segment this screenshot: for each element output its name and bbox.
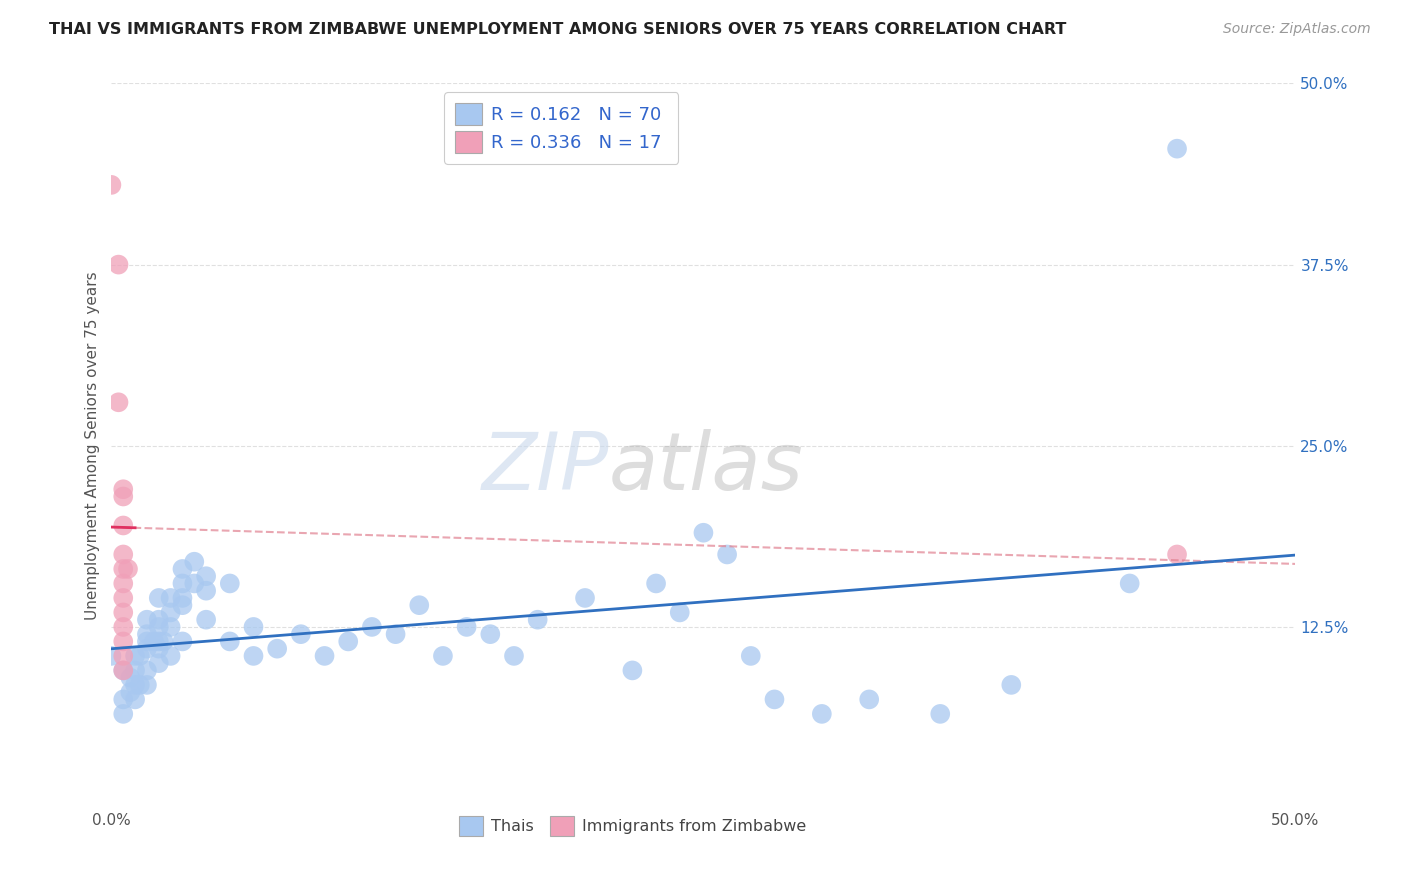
Point [124, 678, 146, 692]
Point [266, 641, 288, 656]
Point [136, 634, 159, 648]
Point [183, 555, 205, 569]
Point [120, 671, 142, 685]
Point [148, 641, 170, 656]
Point [740, 648, 762, 663]
Point [112, 634, 135, 648]
Point [159, 648, 181, 663]
Point [526, 613, 548, 627]
Point [136, 678, 159, 692]
Point [159, 591, 181, 605]
Point [100, 648, 122, 663]
Point [811, 706, 834, 721]
Point [128, 678, 150, 692]
Text: THAI VS IMMIGRANTS FROM ZIMBABWE UNEMPLOYMENT AMONG SENIORS OVER 75 YEARS CORREL: THAI VS IMMIGRANTS FROM ZIMBABWE UNEMPLO… [49, 22, 1067, 37]
Point [112, 706, 135, 721]
Point [645, 576, 668, 591]
Point [314, 648, 336, 663]
Point [1000, 678, 1022, 692]
Point [136, 627, 159, 641]
Point [148, 613, 170, 627]
Point [159, 620, 181, 634]
Point [1166, 548, 1188, 562]
Point [218, 576, 240, 591]
Point [136, 664, 159, 678]
Y-axis label: Unemployment Among Seniors over 75 years: Unemployment Among Seniors over 75 years [86, 271, 100, 620]
Point [195, 613, 218, 627]
Point [112, 562, 135, 576]
Point [148, 634, 170, 648]
Point [112, 548, 135, 562]
Point [112, 664, 135, 678]
Point [408, 598, 430, 612]
Point [112, 576, 135, 591]
Point [107, 258, 129, 272]
Point [124, 664, 146, 678]
Point [858, 692, 880, 706]
Point [716, 548, 738, 562]
Point [112, 482, 135, 496]
Point [929, 706, 952, 721]
Point [290, 627, 312, 641]
Point [172, 562, 194, 576]
Point [479, 627, 502, 641]
Point [112, 648, 135, 663]
Point [1166, 142, 1188, 156]
Point [195, 569, 218, 583]
Point [124, 692, 146, 706]
Point [183, 576, 205, 591]
Point [242, 620, 264, 634]
Point [668, 606, 690, 620]
Point [120, 685, 142, 699]
Point [112, 518, 135, 533]
Point [148, 591, 170, 605]
Point [692, 525, 714, 540]
Point [148, 656, 170, 670]
Point [117, 562, 139, 576]
Point [456, 620, 478, 634]
Point [242, 648, 264, 663]
Point [107, 395, 129, 409]
Legend: Thais, Immigrants from Zimbabwe: Thais, Immigrants from Zimbabwe [451, 808, 814, 844]
Point [172, 598, 194, 612]
Point [136, 641, 159, 656]
Point [218, 634, 240, 648]
Point [574, 591, 596, 605]
Text: atlas: atlas [609, 428, 803, 507]
Point [112, 692, 135, 706]
Point [172, 634, 194, 648]
Point [1118, 576, 1140, 591]
Point [337, 634, 360, 648]
Point [136, 613, 159, 627]
Point [159, 606, 181, 620]
Text: Source: ZipAtlas.com: Source: ZipAtlas.com [1223, 22, 1371, 37]
Point [152, 634, 174, 648]
Text: ZIP: ZIP [481, 428, 609, 507]
Point [361, 620, 384, 634]
Point [124, 648, 146, 663]
Point [172, 591, 194, 605]
Point [128, 648, 150, 663]
Point [384, 627, 406, 641]
Point [100, 178, 122, 192]
Point [503, 648, 526, 663]
Point [172, 576, 194, 591]
Point [143, 634, 166, 648]
Point [112, 606, 135, 620]
Point [763, 692, 786, 706]
Point [112, 591, 135, 605]
Point [195, 583, 218, 598]
Point [112, 490, 135, 504]
Point [112, 620, 135, 634]
Point [148, 620, 170, 634]
Point [432, 648, 454, 663]
Point [112, 664, 135, 678]
Point [621, 664, 644, 678]
